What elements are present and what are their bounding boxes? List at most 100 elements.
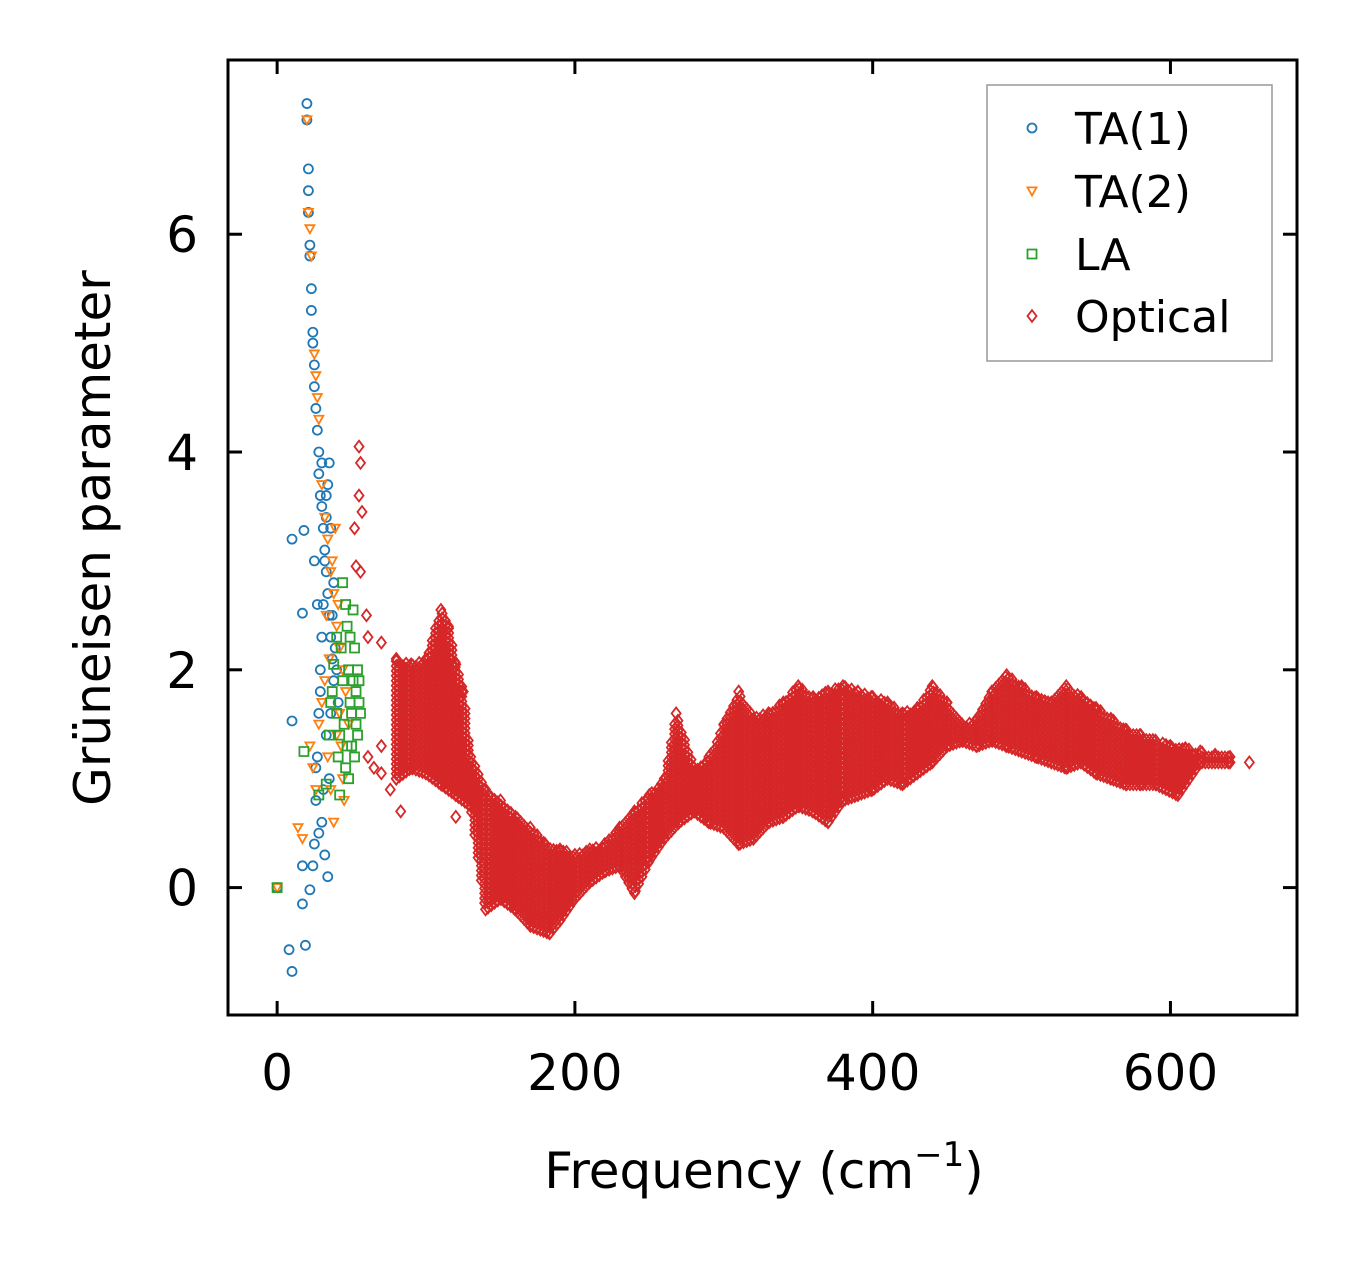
legend-label-optical: Optical <box>1075 292 1230 343</box>
point-ta2 <box>324 567 337 579</box>
point-optical <box>733 836 745 852</box>
point-ta1 <box>310 403 322 414</box>
point-optical <box>390 771 402 787</box>
point-ta1 <box>311 424 323 436</box>
point-ta1 <box>313 827 325 839</box>
point-optical <box>375 738 387 754</box>
point-optical <box>1045 695 1057 710</box>
point-optical <box>442 618 454 634</box>
point-optical <box>986 684 998 699</box>
point-la <box>331 707 343 719</box>
point-optical <box>459 701 471 717</box>
point-optical <box>613 858 626 874</box>
point-optical <box>718 716 730 732</box>
point-ta1 <box>313 446 325 458</box>
point-la <box>353 697 365 708</box>
point-ta2 <box>296 834 309 845</box>
point-optical <box>971 738 983 754</box>
y-tick-label: 2 <box>166 642 198 700</box>
point-optical <box>1120 776 1132 792</box>
y-tick-label: 4 <box>166 424 198 482</box>
legend-label-ta2: TA(2) <box>1074 167 1191 218</box>
point-ta1 <box>310 795 322 806</box>
point-optical <box>1030 689 1043 705</box>
point-optical <box>1172 787 1184 803</box>
point-la <box>340 599 352 610</box>
point-la <box>347 604 359 616</box>
point-optical <box>762 706 775 721</box>
point-optical <box>643 787 655 803</box>
point-ta1 <box>322 871 334 883</box>
x-axis-label-close: ) <box>964 1142 984 1200</box>
point-optical <box>509 902 521 917</box>
x-tick-label: 400 <box>825 1044 920 1102</box>
series-la <box>271 577 366 893</box>
point-optical <box>450 787 462 803</box>
point-ta1 <box>283 944 295 956</box>
point-la <box>335 642 347 654</box>
point-la <box>340 762 352 774</box>
point-la <box>344 631 356 643</box>
point-optical <box>1224 755 1236 770</box>
point-ta1 <box>286 715 298 727</box>
point-ta1 <box>308 838 320 850</box>
point-optical <box>457 684 469 699</box>
point-la <box>331 631 343 643</box>
point-ta1 <box>316 501 328 512</box>
point-ta2 <box>327 589 340 600</box>
point-ta1 <box>300 939 311 951</box>
point-optical <box>599 863 611 879</box>
point-optical <box>452 667 465 682</box>
point-ta1 <box>332 697 344 708</box>
point-ta1 <box>308 381 320 393</box>
point-ta2 <box>308 349 321 361</box>
point-optical <box>792 678 804 694</box>
point-ta1 <box>320 729 332 741</box>
point-optical <box>353 488 365 503</box>
point-optical <box>1222 750 1234 765</box>
point-ta1 <box>297 607 308 619</box>
x-tick-label: 0 <box>261 1044 293 1102</box>
point-optical <box>896 706 909 721</box>
point-optical <box>807 804 819 819</box>
point-optical <box>867 782 879 797</box>
point-ta1 <box>302 185 314 197</box>
point-optical <box>1030 749 1043 765</box>
point-optical <box>658 771 670 787</box>
point-optical <box>703 749 715 765</box>
point-optical <box>543 926 556 941</box>
point-la <box>334 789 346 801</box>
point-ta2 <box>326 556 339 568</box>
point-optical <box>747 711 760 727</box>
point-optical <box>354 564 367 580</box>
point-optical <box>867 689 879 705</box>
point-optical <box>956 716 968 732</box>
point-ta1 <box>307 337 319 349</box>
point-optical <box>348 520 361 536</box>
point-optical <box>1135 727 1147 743</box>
point-la <box>298 746 310 757</box>
point-optical <box>1090 765 1102 781</box>
legend-marker-ta1 <box>1026 122 1038 134</box>
point-la <box>352 664 363 676</box>
point-optical <box>718 820 730 836</box>
x-axis-label-main: Frequency (cm <box>544 1142 914 1200</box>
point-optical <box>1194 755 1206 770</box>
point-optical <box>747 831 760 846</box>
point-ta2 <box>330 621 343 633</box>
point-optical <box>971 711 983 727</box>
point-la <box>350 718 362 730</box>
point-ta1 <box>304 884 316 896</box>
point-la <box>323 729 335 741</box>
point-ta2 <box>321 534 334 546</box>
point-ta1 <box>301 98 313 109</box>
point-optical <box>1209 747 1221 763</box>
point-ta2 <box>305 251 318 263</box>
point-optical <box>368 760 380 776</box>
point-la <box>346 740 357 752</box>
point-ta1 <box>305 305 317 316</box>
point-optical <box>926 678 938 694</box>
point-optical <box>356 504 368 520</box>
point-ta1 <box>325 631 337 643</box>
